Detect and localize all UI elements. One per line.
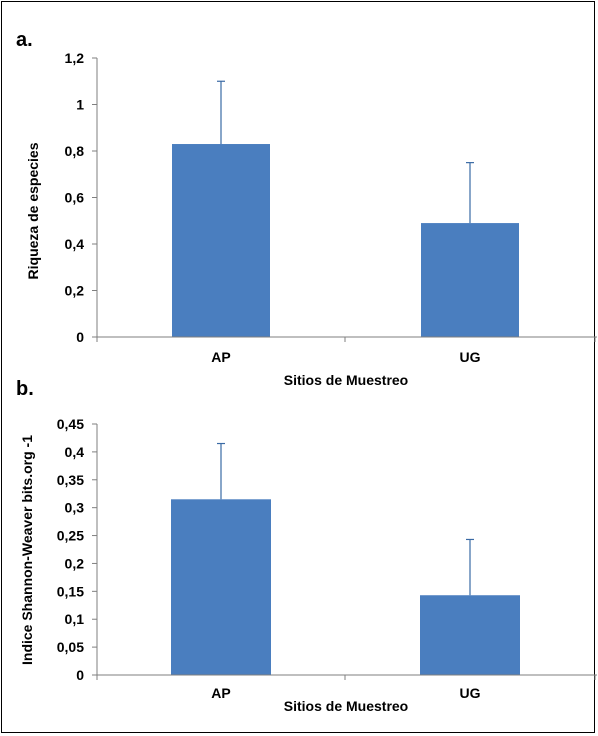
x-category-label: AP bbox=[211, 685, 230, 701]
y-tick-label: 0,2 bbox=[65, 555, 85, 571]
y-tick-label: 0,3 bbox=[65, 500, 85, 516]
panel-a-bars bbox=[172, 144, 519, 337]
y-tick-label: 0,15 bbox=[57, 583, 84, 599]
panel-a-error-bars bbox=[217, 80, 474, 224]
panel-a-y-axis-title: Riqueza de especies bbox=[25, 142, 41, 279]
panel-b-x-axis-title: Sitios de Muestreo bbox=[284, 698, 408, 714]
bar-ug bbox=[421, 223, 519, 337]
x-category-label: AP bbox=[211, 349, 230, 365]
x-category-label: UG bbox=[460, 685, 481, 701]
y-tick-label: 0,25 bbox=[57, 528, 84, 544]
panel-b-bars bbox=[171, 499, 520, 675]
x-category-label: UG bbox=[460, 349, 481, 365]
bar-ap bbox=[172, 144, 270, 337]
panel-b-axes bbox=[96, 424, 597, 680]
panel-b-x-categories: AP UG bbox=[211, 685, 480, 701]
y-tick-label: 0,8 bbox=[65, 143, 85, 159]
y-tick-label: 0,2 bbox=[65, 283, 85, 299]
y-tick-label: 0,6 bbox=[65, 190, 85, 206]
panel-b: b. Indice Shannon-Weaver bits.org -1 Sit… bbox=[16, 378, 597, 714]
y-tick-label: 0,4 bbox=[65, 236, 85, 252]
panel-a: a. Riqueza de especies Sitios de Muestre… bbox=[16, 29, 597, 388]
panel-b-y-axis-title: Indice Shannon-Weaver bits.org -1 bbox=[19, 435, 35, 665]
panel-b-label: b. bbox=[16, 378, 34, 400]
bar-ug bbox=[420, 595, 520, 675]
panel-a-label: a. bbox=[16, 29, 33, 51]
panel-a-x-axis-title: Sitios de Muestreo bbox=[284, 372, 408, 388]
y-tick-label: 0,1 bbox=[65, 611, 85, 627]
y-tick-label: 0,45 bbox=[57, 416, 84, 432]
panel-b-y-ticks: 0 0,05 0,1 0,15 0,2 0,25 0,3 0,35 0,4 0,45 bbox=[57, 416, 97, 683]
y-tick-label: 0,4 bbox=[65, 444, 85, 460]
panel-b-error-bars bbox=[217, 442, 474, 596]
y-tick-label: 0 bbox=[76, 667, 84, 683]
y-tick-label: 1 bbox=[76, 97, 84, 113]
panel-a-x-categories: AP UG bbox=[211, 349, 480, 365]
y-tick-label: 0,35 bbox=[57, 472, 84, 488]
bar-ap bbox=[171, 499, 271, 675]
y-tick-label: 0 bbox=[76, 329, 84, 345]
panel-a-axes bbox=[96, 58, 597, 342]
y-tick-label: 1,2 bbox=[65, 50, 85, 66]
y-tick-label: 0,05 bbox=[57, 639, 84, 655]
panel-a-y-ticks: 0 0,2 0,4 0,6 0,8 1 1,2 bbox=[65, 50, 97, 345]
